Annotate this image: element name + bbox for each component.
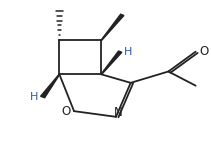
Text: O: O (61, 105, 70, 118)
Polygon shape (101, 51, 122, 75)
Text: N: N (114, 106, 122, 119)
Polygon shape (101, 14, 124, 40)
Text: O: O (199, 45, 209, 58)
Text: H: H (30, 92, 38, 102)
Polygon shape (41, 74, 60, 98)
Text: H: H (124, 47, 133, 57)
